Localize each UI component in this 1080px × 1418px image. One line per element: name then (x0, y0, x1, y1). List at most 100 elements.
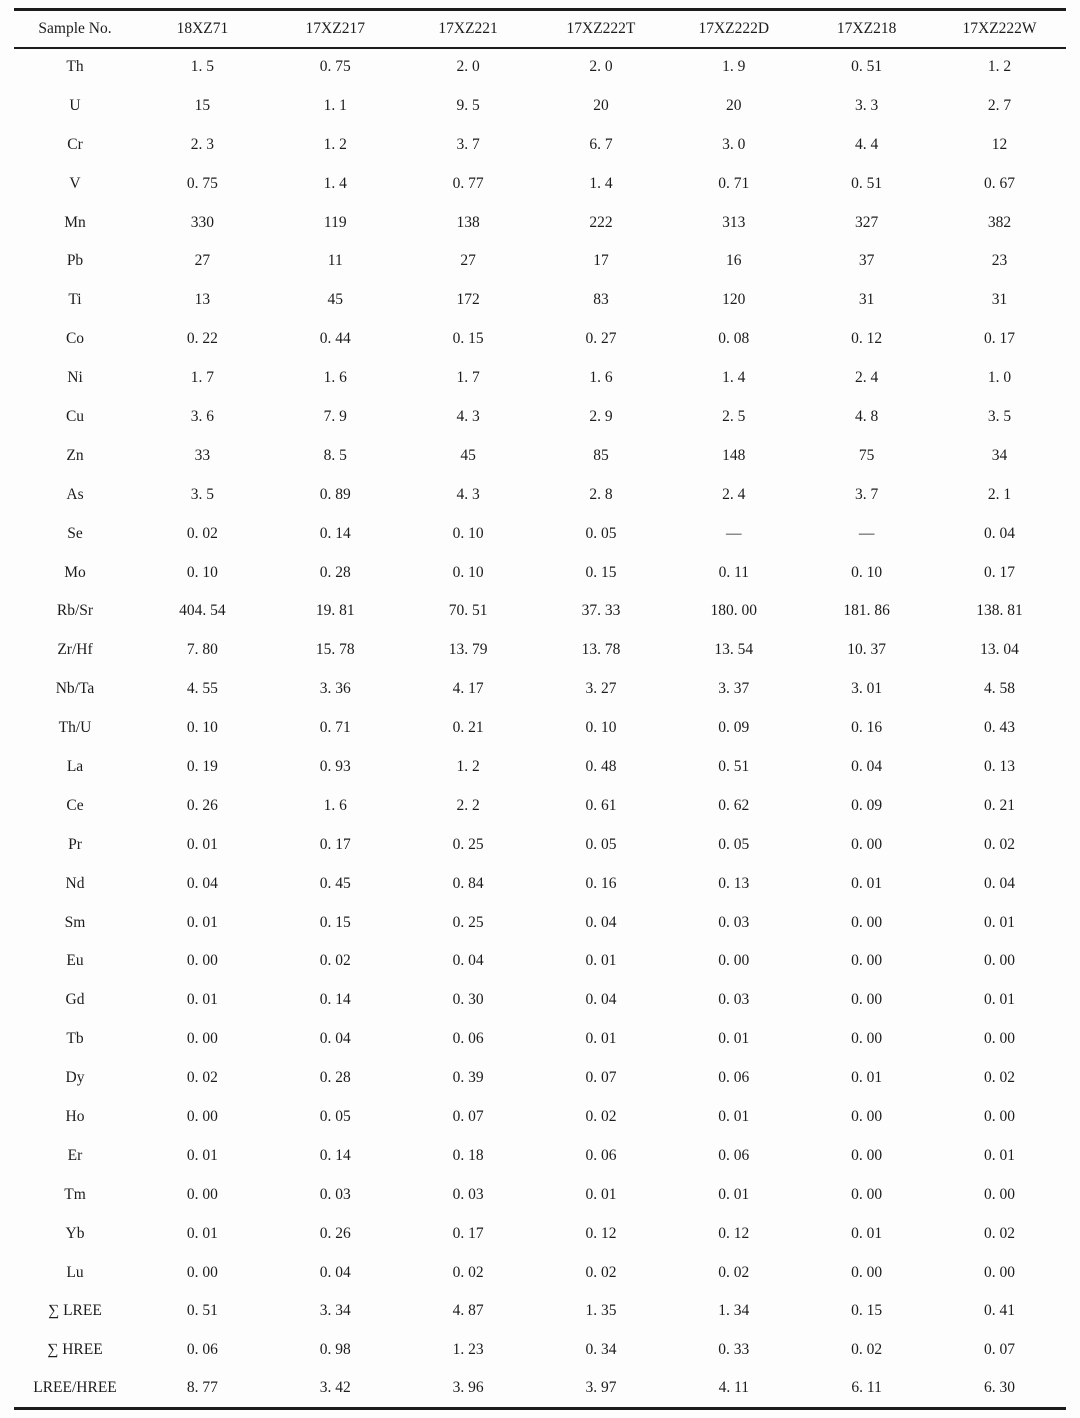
cell: 1. 2 (323, 135, 347, 153)
row-label: Sm (64, 913, 86, 931)
row-label: Mo (64, 563, 86, 581)
cell: 0. 01 (186, 835, 218, 853)
cell: 31 (991, 291, 1008, 309)
row-label: Rb/Sr (56, 602, 94, 620)
cell: 3. 97 (585, 1379, 617, 1397)
cell: 4. 55 (186, 680, 218, 698)
cell: 0. 00 (851, 1030, 883, 1048)
table-row: Zn 33 8. 5 45 85 148 75 34 (14, 436, 1066, 475)
cell: 120 (722, 291, 746, 309)
cell: 0. 10 (186, 719, 218, 737)
cell: 3. 5 (190, 485, 215, 503)
cell: 3. 01 (851, 680, 883, 698)
cell: 119 (323, 213, 347, 231)
cell: 0. 11 (718, 563, 750, 581)
table-row: Sm 0. 01 0. 15 0. 25 0. 04 0. 03 0. 00 0. 01 (14, 903, 1066, 942)
cell: 1. 6 (323, 796, 347, 814)
cell: 2. 1 (987, 485, 1012, 503)
cell: 13. 54 (714, 641, 754, 659)
cell: 0. 01 (851, 1069, 883, 1087)
cell: 0. 03 (718, 913, 750, 931)
cell: 20 (593, 96, 609, 114)
cell: 313 (722, 213, 746, 231)
cell: 0. 21 (452, 719, 484, 737)
cell: 0. 00 (851, 835, 883, 853)
cell: 0. 14 (319, 1146, 351, 1164)
cell: 3. 3 (855, 96, 879, 114)
cell: 10. 37 (847, 641, 887, 659)
cell: 0. 12 (851, 330, 883, 348)
cell: 0. 01 (851, 874, 883, 892)
cell: 2. 5 (722, 407, 746, 425)
cell: 0. 03 (319, 1185, 351, 1203)
cell: 0. 00 (186, 1107, 218, 1125)
cell: 3. 96 (452, 1379, 484, 1397)
cell: 0. 02 (186, 1069, 218, 1087)
cell: 1. 9 (722, 58, 746, 76)
table-row: Ce 0. 26 1. 6 2. 2 0. 61 0. 62 0. 09 0. 21 (14, 786, 1066, 825)
cell: 0. 00 (851, 1107, 883, 1125)
cell: 0. 04 (452, 952, 484, 970)
cell: 0. 51 (851, 174, 883, 192)
table-row: Ti 13 45 172 83 120 31 31 (14, 281, 1066, 320)
cell: 0. 51 (186, 1302, 218, 1320)
cell: 0. 00 (984, 1185, 1016, 1203)
cell: 27 (460, 252, 476, 270)
cell: 0. 13 (718, 874, 750, 892)
cell: 0. 45 (319, 874, 351, 892)
cell: 0. 84 (452, 874, 484, 892)
row-label: Ti (68, 291, 82, 309)
cell: 0. 00 (984, 1263, 1016, 1281)
table-row: ∑ LREE 0. 51 3. 34 4. 87 1. 35 1. 34 0. 15 0. 4… (14, 1292, 1066, 1331)
cell: 13. 78 (581, 641, 621, 659)
cell: 0. 09 (851, 796, 883, 814)
cell: 8. 77 (186, 1379, 218, 1397)
cell: 0. 05 (319, 1107, 351, 1125)
row-label: Nb/Ta (55, 680, 95, 698)
row-label: Ce (66, 796, 84, 814)
cell: 7. 9 (323, 407, 347, 425)
cell: 0. 06 (585, 1146, 617, 1164)
cell: 0. 10 (186, 563, 218, 581)
cell: 0. 27 (585, 330, 617, 348)
cell: 4. 11 (718, 1379, 750, 1397)
cell: 0. 12 (585, 1224, 617, 1242)
cell: 0. 18 (452, 1146, 484, 1164)
cell: 1. 2 (987, 58, 1012, 76)
cell: 0. 01 (186, 1224, 218, 1242)
cell: 0. 00 (851, 952, 883, 970)
cell: 0. 02 (585, 1107, 617, 1125)
cell: 0. 14 (319, 524, 351, 542)
cell: 6. 7 (589, 135, 613, 153)
row-label: Lu (66, 1263, 84, 1281)
row-label: Dy (65, 1069, 85, 1087)
row-label: ∑ LREE (48, 1302, 102, 1320)
cell: 0. 06 (718, 1069, 750, 1087)
cell: 0. 34 (585, 1341, 617, 1359)
table-row: LREE/HREE 8. 77 3. 42 3. 96 3. 97 4. 11 6. 11 6… (14, 1370, 1066, 1409)
cell: 0. 04 (186, 874, 218, 892)
cell: 1. 7 (190, 369, 215, 387)
cell: 2. 3 (190, 135, 215, 153)
table-row: Pb 27 11 27 17 16 37 23 (14, 242, 1066, 281)
cell: 0. 33 (718, 1341, 750, 1359)
table-row: Eu 0. 00 0. 02 0. 04 0. 01 0. 00 0. 00 0. 00 (14, 942, 1066, 981)
cell: 12 (991, 135, 1008, 153)
cell: 0. 15 (319, 913, 351, 931)
cell: 0. 09 (718, 719, 750, 737)
cell: 0. 10 (851, 563, 883, 581)
cell: 0. 61 (585, 796, 617, 814)
cell: 4. 3 (456, 407, 480, 425)
table-row: Se 0. 02 0. 14 0. 10 0. 05 — — 0. 04 (14, 514, 1066, 553)
cell: 0. 00 (186, 1030, 218, 1048)
column-header-sample-no: Sample No. (38, 19, 112, 37)
cell: 0. 26 (186, 796, 218, 814)
cell: 2. 8 (589, 485, 613, 503)
row-label: V (69, 174, 81, 192)
cell: 404. 54 (179, 602, 226, 620)
cell: 3. 7 (855, 485, 879, 503)
cell: 138. 81 (976, 602, 1023, 620)
column-header: 17XZ222W (962, 19, 1037, 37)
row-label: Cr (67, 135, 83, 153)
cell: 0. 75 (319, 58, 351, 76)
